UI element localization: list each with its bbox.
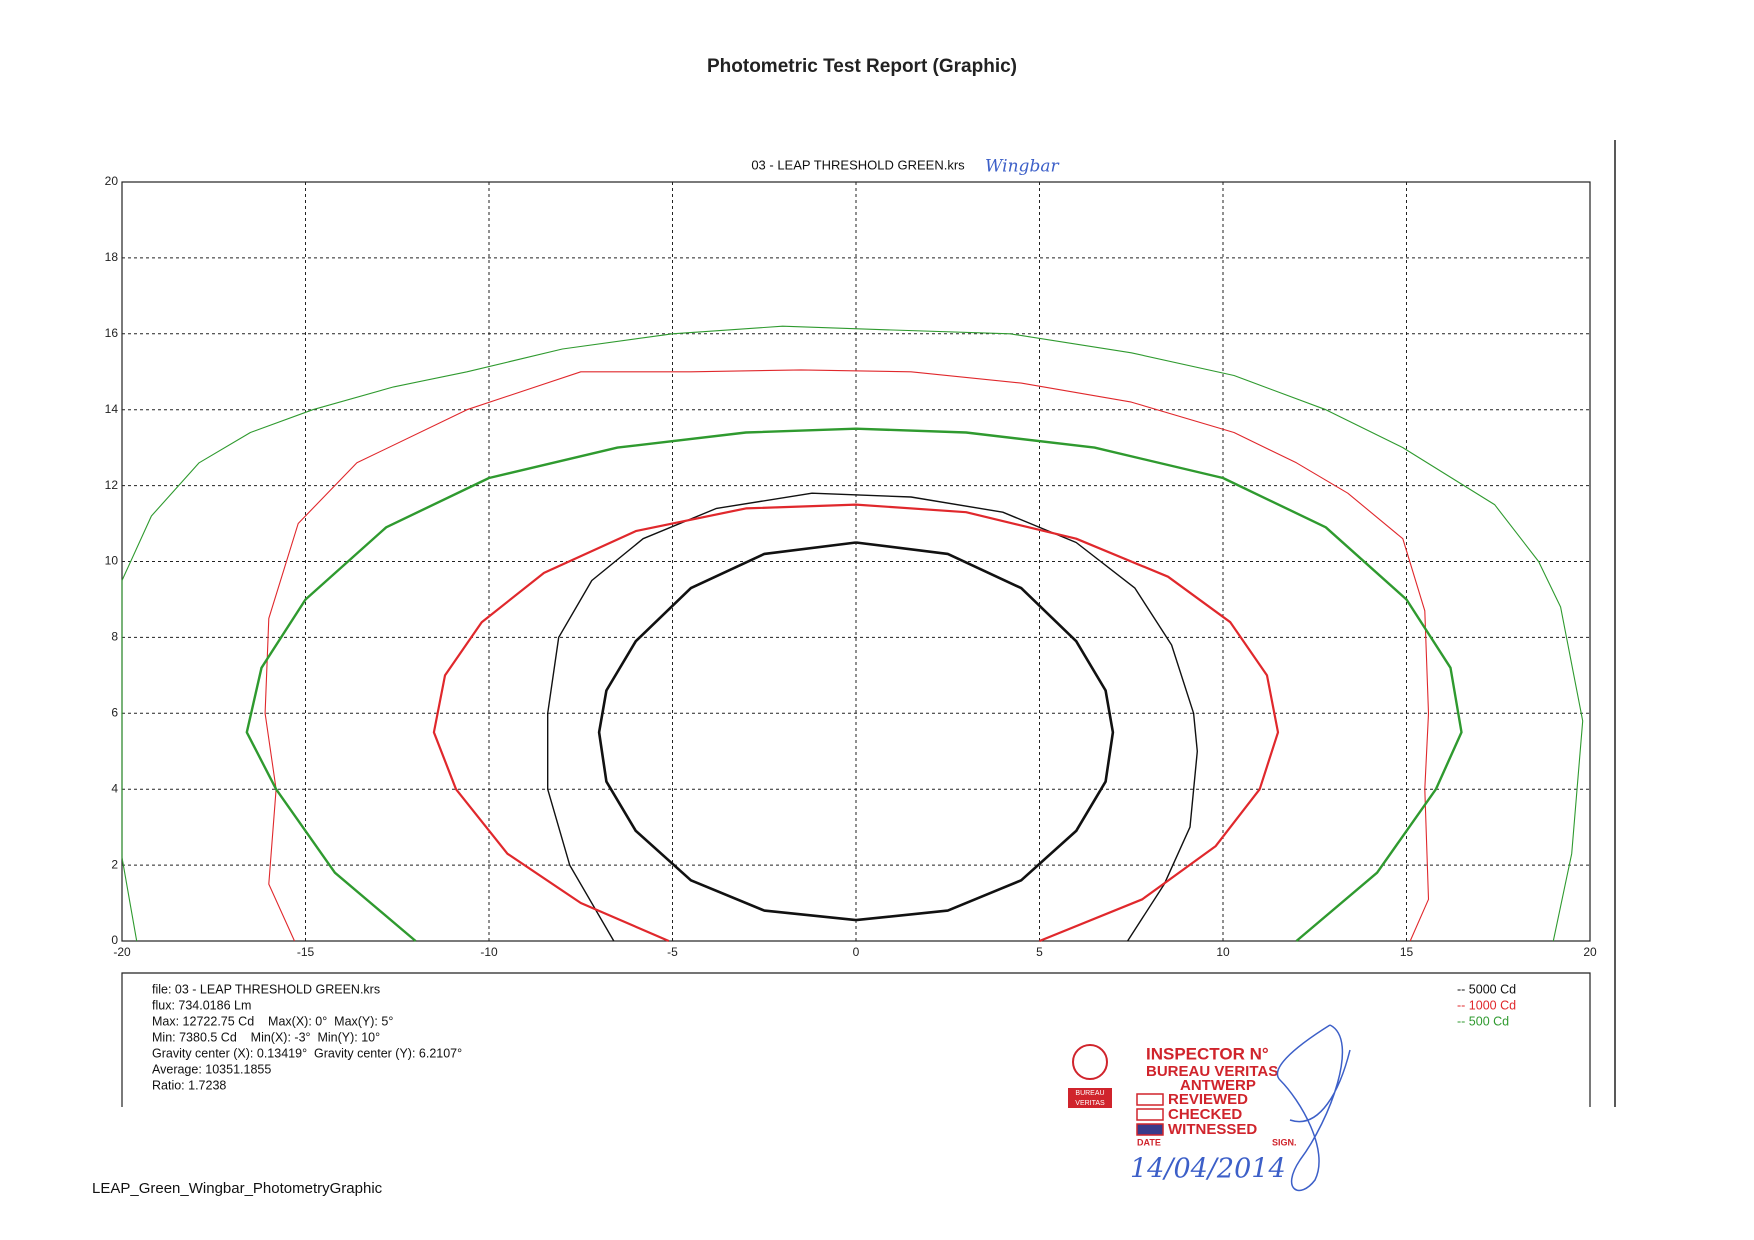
- y-tick-label: 10: [105, 554, 119, 568]
- stamp-checkbox: [1136, 1093, 1164, 1106]
- x-tick-label: -10: [480, 945, 498, 959]
- y-tick-label: 2: [111, 857, 118, 871]
- stamp-city: ANTWERP: [1180, 1077, 1256, 1094]
- stamp-logo-text: BUREAU: [1075, 1090, 1104, 1097]
- x-tick-label: 0: [853, 945, 860, 959]
- signature: [1276, 1024, 1351, 1191]
- legend-entry: -- 5000 Cd: [1457, 982, 1516, 996]
- x-tick-label: 15: [1400, 945, 1414, 959]
- info-line: Ratio: 1.7238: [152, 1078, 226, 1092]
- stamp-sign-label: SIGN.: [1272, 1137, 1297, 1147]
- stamp-checkbox: [1136, 1108, 1164, 1121]
- footer: LEAP_Green_Wingbar_PhotometryGraphic: [92, 1180, 383, 1197]
- stamp-box-label: REVIEWED: [1168, 1091, 1248, 1108]
- contour-line: [597, 541, 1115, 922]
- stamp: BUREAU VERITAS INSPECTOR N° BUREAU VERIT…: [1068, 1024, 1351, 1191]
- y-tick-label: 8: [111, 630, 118, 644]
- info-line: flux: 734.0186 Lm: [152, 998, 251, 1012]
- legend-entry: -- 500 Cd: [1457, 1014, 1509, 1028]
- info-line: Min: 7380.5 Cd Min(X): -3° Min(Y): 10°: [152, 1030, 380, 1044]
- y-tick-label: 12: [105, 478, 119, 492]
- contour-line: [547, 492, 1198, 942]
- stamp-date-label: DATE: [1137, 1137, 1161, 1147]
- stamp-company: BUREAU VERITAS: [1146, 1063, 1278, 1080]
- contours: [121, 325, 1584, 943]
- x-tick-label: -15: [297, 945, 315, 959]
- x-tick-label: -20: [113, 945, 131, 959]
- contour-line: [432, 503, 1280, 943]
- page-title: Photometric Test Report (Graphic): [707, 56, 1017, 77]
- info-box: [121, 972, 1591, 1107]
- y-tick-label: 14: [105, 402, 119, 416]
- chart-title: 03 - LEAP THRESHOLD GREEN.krs: [751, 157, 965, 172]
- x-tick-label: -5: [667, 945, 678, 959]
- stamp-logo-text: VERITAS: [1075, 1100, 1105, 1107]
- legend: -- 5000 Cd -- 1000 Cd -- 500 Cd: [1457, 982, 1516, 1028]
- y-tick-label: 4: [111, 781, 118, 795]
- info-line: Max: 12722.75 Cd Max(X): 0° Max(Y): 5°: [152, 1014, 393, 1028]
- x-tick-label: 20: [1583, 945, 1597, 959]
- stamp-date: 14/04/2014: [1130, 1154, 1286, 1185]
- stamp-box-label: WITNESSED: [1168, 1121, 1257, 1138]
- stamp-logo-band: [1068, 1088, 1112, 1108]
- x-tick-label: 5: [1036, 945, 1043, 959]
- x-tick-label: 10: [1216, 945, 1230, 959]
- stamp-box-label: CHECKED: [1168, 1106, 1242, 1123]
- stamp-checkbox: [1136, 1123, 1164, 1136]
- contour-line: [121, 325, 1584, 942]
- stamp-logo: [1072, 1044, 1108, 1080]
- y-tick-label: 20: [105, 174, 119, 188]
- y-tick-label: 6: [111, 705, 118, 719]
- handwritten-annotation: Wingbar: [985, 157, 1059, 177]
- contour-line: [264, 369, 1430, 942]
- info-line: Average: 10351.1855: [152, 1062, 271, 1076]
- y-tick-label: 0: [111, 933, 118, 947]
- info-text: file: 03 - LEAP THRESHOLD GREEN.krs flux:…: [152, 982, 462, 1092]
- info-line: file: 03 - LEAP THRESHOLD GREEN.krs: [152, 982, 380, 996]
- y-tick-label: 16: [105, 326, 119, 340]
- stamp-inspector: INSPECTOR N°: [1146, 1044, 1269, 1063]
- contour-line: [245, 427, 1463, 942]
- legend-entry: -- 1000 Cd: [1457, 998, 1516, 1012]
- y-tick-label: 18: [105, 250, 119, 264]
- info-line: Gravity center (X): 0.13419° Gravity cen…: [152, 1046, 462, 1060]
